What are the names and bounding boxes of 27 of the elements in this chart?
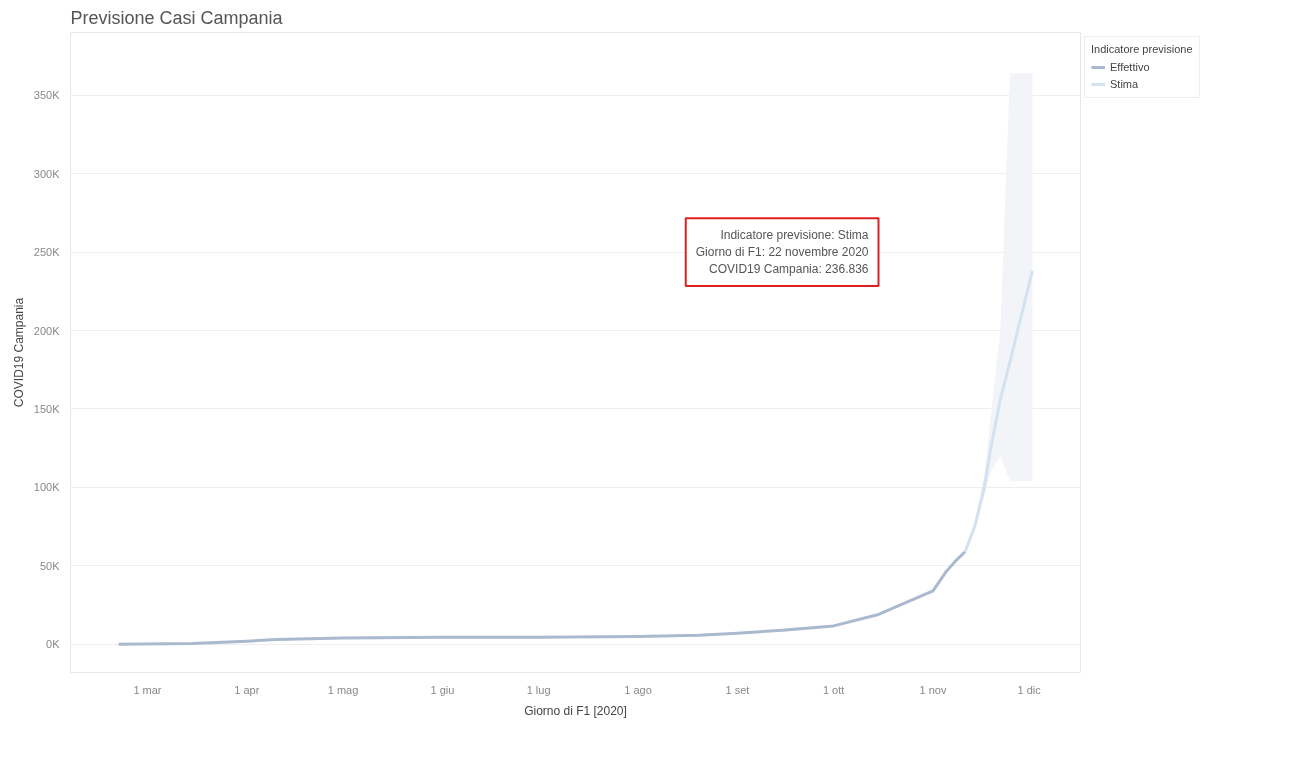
y-tick-label: 50K bbox=[39, 559, 61, 572]
y-tick-label: 350K bbox=[33, 89, 61, 102]
y-tick-label: 300K bbox=[33, 167, 61, 180]
legend-label: Stima bbox=[1110, 78, 1139, 90]
x-tick-label: 1 set bbox=[725, 683, 750, 696]
x-axis-title: Giorno di F1 [2020] bbox=[524, 703, 627, 718]
x-tick-label: 1 dic bbox=[1017, 683, 1042, 696]
y-tick-label: 100K bbox=[33, 481, 61, 494]
y-tick-label: 200K bbox=[33, 324, 61, 337]
legend-label: Effettivo bbox=[1110, 61, 1150, 73]
x-tick-label: 1 ott bbox=[822, 683, 845, 696]
line-series bbox=[963, 269, 1034, 554]
annotation: Indicatore previsione: Stima Giorno di F1: 22 novembre 2020 COVID19 Campania: 236.836 bbox=[695, 228, 869, 276]
y-tick-label: 250K bbox=[33, 246, 61, 259]
x-tick-label: 1 apr bbox=[234, 683, 260, 696]
y-tick-label: 150K bbox=[33, 402, 61, 415]
x-tick-label: 1 mar bbox=[133, 683, 162, 696]
x-tick-label: 1 lug bbox=[526, 683, 551, 696]
x-tick-label: 1 giu bbox=[430, 683, 455, 696]
legend-title: Indicatore previsione bbox=[1091, 43, 1193, 55]
y-axis-title: COVID19 Campania bbox=[11, 297, 26, 408]
x-tick-label: 1 nov bbox=[919, 683, 947, 696]
y-tick-label: 0K bbox=[46, 638, 61, 651]
x-tick-label: 1 mag bbox=[327, 683, 359, 696]
x-tick-label: 1 ago bbox=[624, 683, 652, 696]
chart-title: Previsione Casi Campania bbox=[70, 7, 284, 28]
line-series bbox=[117, 550, 967, 646]
